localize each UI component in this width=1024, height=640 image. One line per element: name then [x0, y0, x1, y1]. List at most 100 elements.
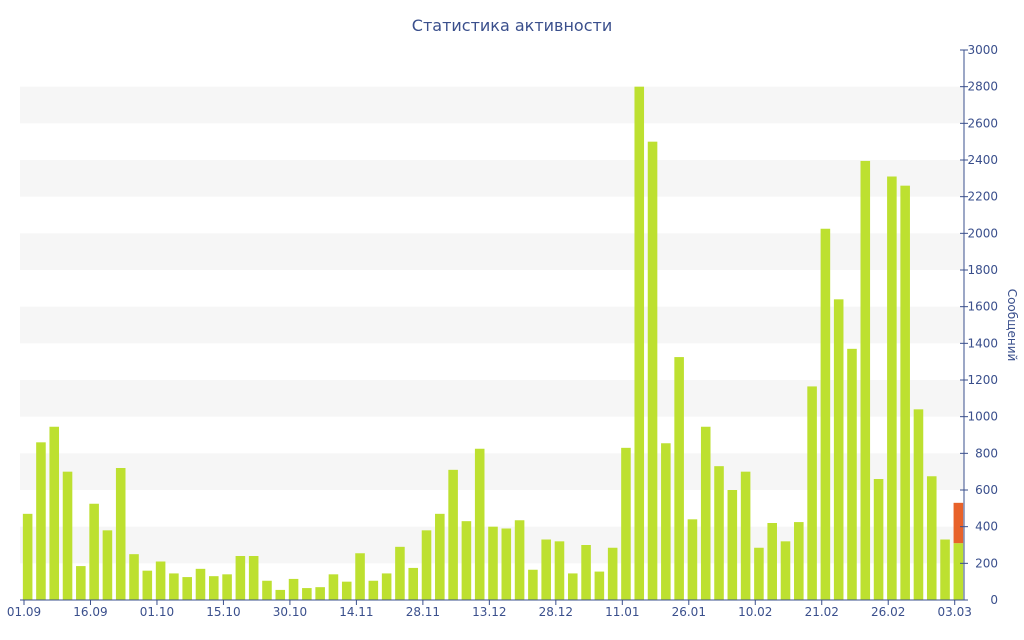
grid-band: [20, 453, 964, 490]
x-tick-label: 15.10: [206, 605, 240, 619]
bar[interactable]: [435, 513, 445, 600]
bar[interactable]: [926, 476, 937, 600]
bar[interactable]: [235, 556, 246, 600]
bar[interactable]: [833, 299, 844, 600]
x-tick-label: 26.02: [871, 605, 905, 619]
bar[interactable]: [368, 580, 379, 600]
bar[interactable]: [474, 448, 485, 600]
bar[interactable]: [302, 588, 312, 600]
bar[interactable]: [209, 576, 219, 600]
bar[interactable]: [102, 530, 113, 600]
bar[interactable]: [408, 567, 419, 600]
grid-band: [20, 306, 964, 344]
bar[interactable]: [169, 573, 179, 600]
bar[interactable]: [887, 176, 897, 601]
bar[interactable]: [36, 442, 46, 600]
bar[interactable]: [514, 520, 525, 600]
bar[interactable]: [142, 570, 153, 600]
bar[interactable]: [488, 526, 498, 600]
bar[interactable]: [262, 580, 272, 600]
x-tick-label: 11.01: [605, 605, 639, 619]
bar[interactable]: [647, 141, 658, 601]
bar[interactable]: [740, 471, 751, 600]
y-tick-label: 2000: [967, 226, 998, 240]
bar[interactable]: [22, 513, 33, 600]
bar[interactable]: [115, 468, 126, 600]
y-tick-label: 2200: [967, 190, 998, 204]
y-axis-label: Сообщений: [1005, 289, 1019, 362]
bar[interactable]: [341, 581, 352, 600]
bar[interactable]: [395, 546, 405, 600]
x-tick-label: 14.11: [339, 605, 373, 619]
chart-title: Статистика активности: [412, 16, 612, 35]
bar[interactable]: [182, 577, 192, 600]
y-tick-label: 2800: [967, 80, 998, 94]
bar[interactable]: [700, 426, 711, 600]
bar[interactable]: [567, 573, 578, 600]
x-axis: 01.09 16.09 01.10 15.10 30.10 14.11 28.11 13.12…: [7, 599, 972, 619]
bar[interactable]: [847, 348, 857, 600]
bar[interactable]: [448, 469, 458, 600]
bar[interactable]: [873, 479, 884, 600]
bar[interactable]: [607, 547, 618, 600]
bar[interactable]: [661, 443, 671, 600]
bar[interactable]: [89, 503, 99, 600]
bar[interactable]: [767, 523, 777, 600]
bar[interactable]: [222, 574, 232, 600]
bar[interactable]: [501, 528, 512, 601]
y-tick-label: 1000: [967, 410, 998, 424]
bar[interactable]: [155, 561, 166, 601]
bar[interactable]: [76, 566, 86, 600]
bar-highlight[interactable]: [953, 502, 964, 544]
bar[interactable]: [554, 541, 565, 600]
bar[interactable]: [528, 569, 538, 600]
bar[interactable]: [328, 574, 339, 600]
x-tick-label: 28.12: [539, 605, 573, 619]
bar[interactable]: [807, 386, 817, 600]
bar[interactable]: [315, 587, 325, 600]
y-tick-label: 1600: [967, 300, 998, 314]
y-tick-label: 200: [975, 556, 998, 570]
bar[interactable]: [940, 539, 950, 601]
x-tick-label: 10.02: [738, 605, 772, 619]
x-tick-label: 01.09: [7, 605, 41, 619]
bar[interactable]: [62, 471, 73, 600]
y-tick-label: 600: [975, 483, 998, 497]
bar[interactable]: [248, 556, 259, 600]
bar[interactable]: [780, 541, 791, 600]
grid-band: [20, 160, 964, 197]
bar[interactable]: [594, 571, 605, 600]
bar[interactable]: [381, 573, 392, 600]
bar[interactable]: [953, 543, 964, 600]
bar[interactable]: [461, 521, 472, 600]
bar[interactable]: [195, 568, 206, 600]
bar[interactable]: [727, 490, 738, 600]
bar[interactable]: [541, 539, 551, 601]
y-tick-label: 2600: [967, 116, 998, 130]
bar[interactable]: [275, 589, 286, 600]
bar[interactable]: [687, 519, 698, 600]
y-tick-label: 400: [975, 520, 998, 534]
bar[interactable]: [754, 547, 764, 600]
x-tick-label: 26.01: [672, 605, 706, 619]
bar[interactable]: [581, 545, 591, 600]
bar[interactable]: [421, 530, 432, 600]
bar[interactable]: [674, 357, 684, 600]
bar[interactable]: [634, 86, 645, 601]
bar[interactable]: [49, 426, 60, 600]
grid-band: [20, 233, 964, 270]
bar[interactable]: [860, 160, 871, 601]
bar[interactable]: [355, 553, 365, 600]
bar[interactable]: [794, 522, 804, 600]
bar[interactable]: [621, 447, 631, 600]
bar[interactable]: [820, 228, 831, 600]
bar[interactable]: [913, 409, 924, 600]
grid-bands: [20, 86, 964, 564]
bar[interactable]: [288, 578, 299, 600]
bar[interactable]: [129, 554, 139, 600]
bar[interactable]: [714, 466, 724, 600]
x-tick-label: 03.03: [938, 605, 972, 619]
x-tick-label: 21.02: [805, 605, 839, 619]
bar[interactable]: [900, 185, 910, 601]
y-tick-label: 3000: [967, 43, 998, 57]
